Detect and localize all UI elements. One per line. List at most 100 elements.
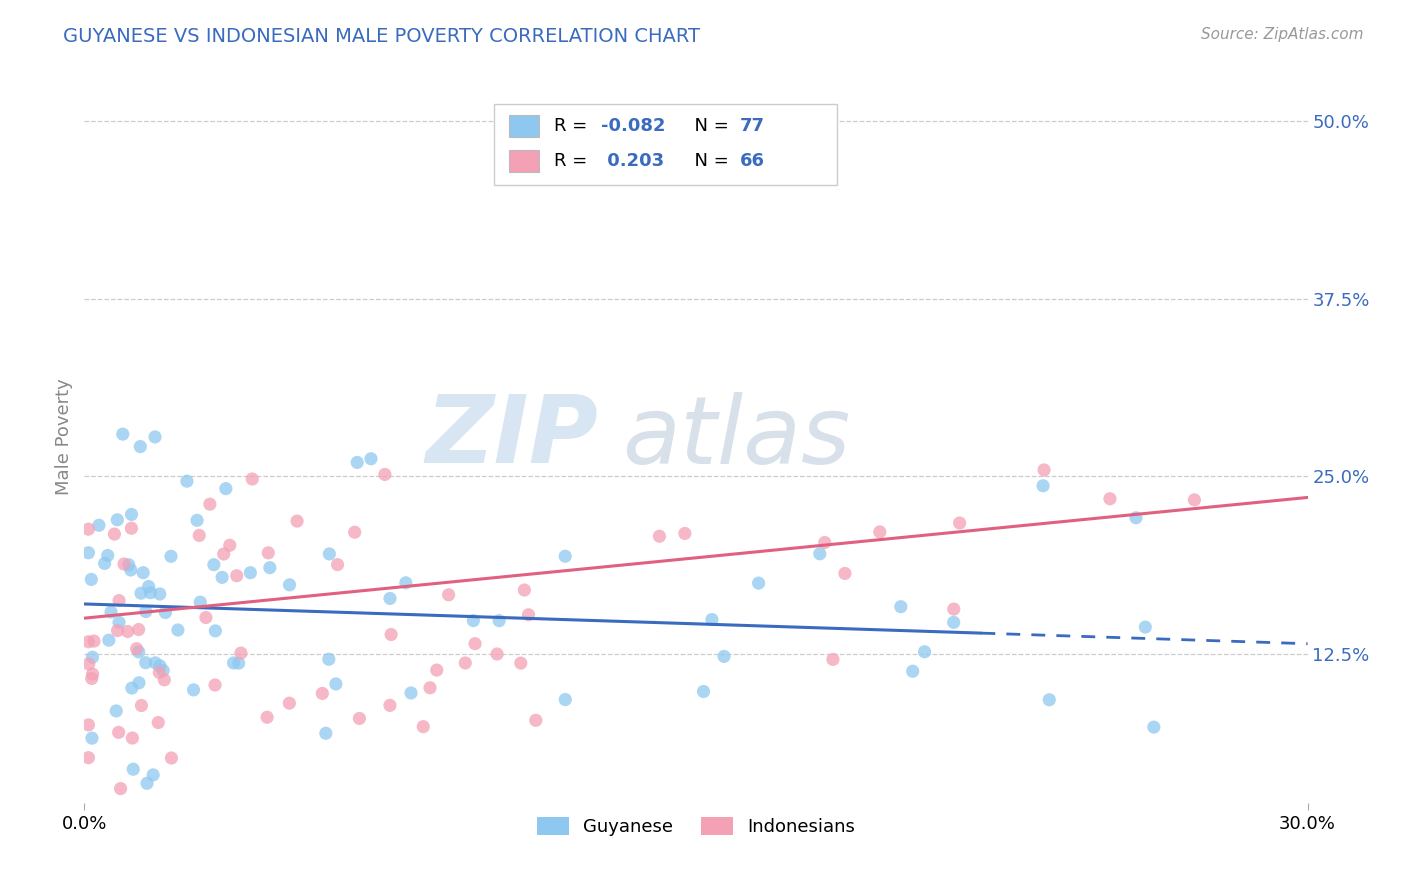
Point bbox=[318, 652, 340, 666]
Point bbox=[517, 607, 540, 622]
Text: atlas: atlas bbox=[623, 392, 851, 483]
Point bbox=[120, 521, 142, 535]
Point bbox=[229, 646, 252, 660]
Point bbox=[148, 665, 170, 680]
Point bbox=[949, 516, 972, 530]
Point bbox=[346, 455, 368, 469]
Text: Source: ZipAtlas.com: Source: ZipAtlas.com bbox=[1201, 27, 1364, 42]
Point bbox=[128, 623, 150, 637]
Point bbox=[129, 440, 152, 454]
Text: 0.203: 0.203 bbox=[600, 153, 664, 170]
Text: ZIP: ZIP bbox=[425, 391, 598, 483]
Point bbox=[121, 508, 143, 522]
Point bbox=[111, 427, 134, 442]
Point bbox=[183, 682, 205, 697]
Point bbox=[125, 641, 148, 656]
Point bbox=[107, 624, 129, 638]
Point bbox=[117, 624, 139, 639]
Point bbox=[160, 751, 183, 765]
Point bbox=[673, 526, 696, 541]
Point bbox=[648, 529, 671, 543]
Point bbox=[228, 656, 250, 670]
Point bbox=[107, 725, 129, 739]
Point bbox=[748, 576, 770, 591]
Point bbox=[821, 652, 844, 666]
Point bbox=[942, 602, 965, 616]
Point bbox=[87, 518, 110, 533]
Point bbox=[121, 681, 143, 695]
Point bbox=[700, 613, 723, 627]
Point bbox=[395, 575, 418, 590]
Point bbox=[326, 558, 349, 572]
Point bbox=[121, 731, 143, 745]
Point bbox=[80, 573, 103, 587]
Point bbox=[513, 582, 536, 597]
Point bbox=[77, 634, 100, 648]
Point bbox=[278, 578, 301, 592]
Text: N =: N = bbox=[682, 117, 734, 136]
Text: -0.082: -0.082 bbox=[600, 117, 665, 136]
Point bbox=[188, 595, 211, 609]
Point bbox=[278, 696, 301, 710]
Point bbox=[942, 615, 965, 630]
Point bbox=[77, 750, 100, 764]
Point bbox=[149, 658, 172, 673]
Point bbox=[136, 776, 159, 790]
Point bbox=[315, 726, 337, 740]
Point bbox=[259, 560, 281, 574]
Point bbox=[118, 558, 141, 572]
Point bbox=[204, 678, 226, 692]
Point bbox=[80, 672, 103, 686]
Point bbox=[378, 591, 401, 606]
Point bbox=[215, 482, 238, 496]
Y-axis label: Male Poverty: Male Poverty bbox=[55, 379, 73, 495]
Point bbox=[378, 698, 401, 713]
Point bbox=[412, 720, 434, 734]
Point bbox=[143, 430, 166, 444]
Text: 77: 77 bbox=[740, 117, 765, 136]
Point bbox=[914, 645, 936, 659]
Point bbox=[692, 684, 714, 698]
Point bbox=[464, 637, 486, 651]
Point bbox=[138, 580, 160, 594]
Point bbox=[188, 528, 211, 542]
Point bbox=[426, 663, 449, 677]
Point bbox=[318, 547, 340, 561]
Point bbox=[218, 538, 240, 552]
Text: N =: N = bbox=[682, 153, 734, 170]
Point bbox=[122, 762, 145, 776]
Point bbox=[97, 633, 120, 648]
Point bbox=[374, 467, 396, 482]
Point bbox=[204, 624, 226, 638]
Point bbox=[713, 649, 735, 664]
Point bbox=[108, 615, 131, 630]
Point bbox=[77, 657, 100, 671]
Point bbox=[509, 656, 531, 670]
Point bbox=[131, 698, 153, 713]
Point bbox=[311, 686, 333, 700]
Point bbox=[202, 558, 225, 572]
Point bbox=[128, 675, 150, 690]
Point bbox=[129, 586, 152, 600]
Legend: Guyanese, Indonesians: Guyanese, Indonesians bbox=[527, 807, 865, 845]
Point bbox=[1125, 510, 1147, 524]
Point bbox=[343, 525, 366, 540]
Point bbox=[97, 549, 120, 563]
Point bbox=[463, 614, 485, 628]
Point bbox=[153, 673, 176, 687]
Point bbox=[488, 614, 510, 628]
Point bbox=[212, 547, 235, 561]
Point bbox=[112, 557, 135, 571]
Point bbox=[257, 546, 280, 560]
Point bbox=[142, 768, 165, 782]
Point bbox=[1182, 492, 1205, 507]
Point bbox=[1143, 720, 1166, 734]
Point bbox=[160, 549, 183, 564]
Point bbox=[148, 715, 170, 730]
Point bbox=[135, 656, 157, 670]
Point bbox=[82, 667, 104, 681]
Point bbox=[454, 656, 477, 670]
Point bbox=[225, 568, 247, 582]
Point bbox=[194, 610, 217, 624]
Point bbox=[77, 546, 100, 560]
